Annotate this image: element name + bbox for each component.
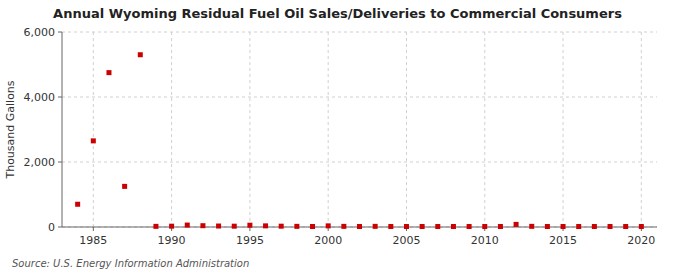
point	[435, 224, 440, 229]
point	[185, 223, 190, 228]
point	[608, 224, 613, 229]
points	[75, 52, 644, 229]
point	[138, 52, 143, 57]
x-tick-label: 2000	[314, 234, 342, 247]
x-grid-line	[328, 32, 329, 227]
page: {"chart_data": {"type": "scatter", "titl…	[0, 0, 675, 275]
point	[310, 224, 315, 229]
point	[467, 224, 472, 229]
x-tick-label: 1985	[79, 234, 107, 247]
x-grid-line	[171, 32, 172, 227]
x-tick-label: 2005	[392, 234, 420, 247]
y-tick-label: 0	[48, 221, 55, 234]
point	[341, 224, 346, 229]
point	[216, 224, 221, 229]
y-tick	[58, 32, 62, 33]
point	[200, 223, 205, 228]
x-tick-label: 2015	[549, 234, 577, 247]
y-grid-line	[62, 97, 657, 98]
point	[232, 224, 237, 229]
point	[623, 224, 628, 229]
grid	[62, 32, 657, 227]
point	[75, 202, 80, 207]
x-tick-label: 2010	[471, 234, 499, 247]
title: Annual Wyoming Residual Fuel Oil Sales/D…	[53, 6, 622, 21]
point	[576, 224, 581, 229]
point	[639, 224, 644, 229]
y-tick	[58, 162, 62, 163]
point	[263, 223, 268, 228]
point	[420, 224, 425, 229]
x-grid-line	[406, 32, 407, 227]
point	[592, 224, 597, 229]
y-tick	[58, 97, 62, 98]
point	[404, 224, 409, 229]
point	[561, 224, 566, 229]
point	[294, 224, 299, 229]
point	[514, 222, 519, 227]
source-note: Source: U.S. Energy Information Administ…	[12, 258, 249, 269]
point	[357, 224, 362, 229]
point	[326, 223, 331, 228]
y-tick	[58, 227, 62, 228]
x-grid-line	[641, 32, 642, 227]
point	[153, 224, 158, 229]
point	[91, 138, 96, 143]
x-tick	[93, 227, 94, 231]
point	[279, 224, 284, 229]
x-tick-label: 1990	[158, 234, 186, 247]
y-tick-label: 4,000	[24, 91, 56, 104]
x-grid-line	[249, 32, 250, 227]
chart: Annual Wyoming Residual Fuel Oil Sales/D…	[0, 0, 675, 275]
x-grid-line	[93, 32, 94, 227]
x-tick-label: 2020	[627, 234, 655, 247]
axes: 0 2,000 4,000 6,000 1985 1990 1995 2000 2005 2010…	[24, 26, 658, 247]
point	[529, 224, 534, 229]
point	[498, 224, 503, 229]
x-grid-line	[563, 32, 564, 227]
point	[106, 70, 111, 75]
y-axis-label: Thousand Gallons	[4, 80, 17, 179]
point	[482, 224, 487, 229]
point	[247, 223, 252, 228]
point	[545, 224, 550, 229]
point	[451, 224, 456, 229]
y-axis-line	[62, 32, 63, 227]
point	[122, 184, 127, 189]
y-tick-label: 6,000	[24, 26, 56, 39]
point	[388, 224, 393, 229]
x-grid-line	[484, 32, 485, 227]
y-grid-line	[62, 162, 657, 163]
y-tick-label: 2,000	[24, 156, 56, 169]
point	[373, 224, 378, 229]
point	[169, 224, 174, 229]
x-tick-label: 1995	[236, 234, 264, 247]
y-grid-line	[62, 32, 657, 33]
